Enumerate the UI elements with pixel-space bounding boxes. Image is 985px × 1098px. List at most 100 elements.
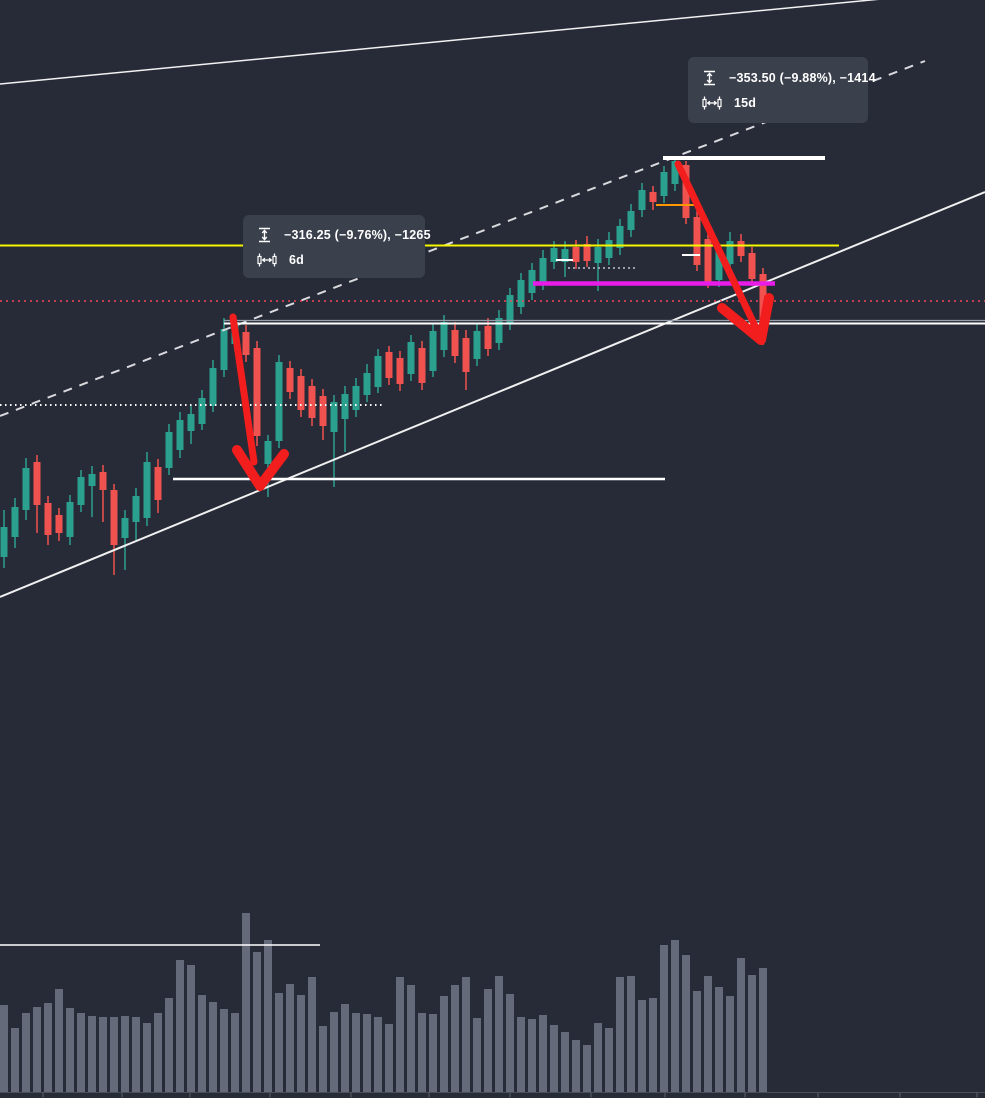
volume-bar [671,940,679,1092]
price-range-icon [702,70,717,86]
candle [253,348,261,436]
volume-bar [638,1000,646,1092]
candle [0,527,8,557]
volume-bar [110,1017,118,1092]
measure-price-change: −353.50 (−9.88%), −1414 [729,71,876,85]
candle [704,239,712,283]
candle [759,274,767,320]
volume-bar [121,1016,129,1092]
lower-channel-trendline[interactable] [0,191,985,598]
candle [77,477,85,505]
candle [726,241,734,264]
candle [11,507,19,537]
candle [528,270,536,293]
candle [319,396,327,426]
volume-bar [330,1012,338,1092]
volume-bar [363,1014,371,1092]
candle [561,249,569,262]
candle [363,373,371,395]
volume-bar [473,1018,481,1092]
candle [506,295,514,323]
volume-bar [275,993,283,1092]
candle [484,326,492,349]
sell-off-arrow-2-shaft[interactable] [674,160,760,332]
volume-bar [319,1026,327,1092]
volume-bar [176,960,184,1092]
volume-bar [616,977,624,1092]
volume-bar [165,998,173,1092]
sell-off-arrow-1-head[interactable] [232,445,289,491]
measure-tooltip-6d[interactable]: −316.25 (−9.76%), −1265 6d [243,215,431,278]
volume-bar [693,991,701,1092]
candle [198,398,206,424]
candle [385,352,393,378]
candle [748,253,756,279]
volume-bar [451,985,459,1092]
volume-bar [462,977,470,1092]
volume-bar [33,1007,41,1092]
volume-bar [748,975,756,1092]
volume-bar [484,989,492,1092]
candle [649,192,657,202]
volume-bar [583,1045,591,1092]
candle [583,244,591,261]
volume-bar [209,1002,217,1092]
volume-bar [99,1017,107,1092]
candle [539,258,547,283]
volume-bar [55,989,63,1092]
measure-price-row: −316.25 (−9.76%), −1265 [257,227,431,243]
upper-trendline[interactable] [0,0,985,85]
price-range-icon [257,227,272,243]
volume-bar [649,998,657,1092]
volume-bar [374,1017,382,1092]
volume-bar [704,976,712,1092]
candles-layer [0,157,767,575]
candle [627,211,635,230]
sell-off-arrow-1-shaft[interactable] [229,313,258,466]
candle [297,376,305,410]
sell-off-arrow-2-head[interactable] [717,293,774,345]
candle [55,515,63,533]
volume-bar [561,1032,569,1092]
measure-tooltip-15d[interactable]: −353.50 (−9.88%), −1414 15d [688,57,876,123]
volume-bar [495,976,503,1092]
candle [330,402,338,432]
volume-bar [594,1023,602,1092]
candle [715,250,723,280]
candle [66,502,74,537]
volume-bar [297,995,305,1092]
candle [737,241,745,256]
volume-bar [385,1024,393,1092]
volume-bar [429,1014,437,1092]
candle [440,322,448,350]
candle [616,226,624,248]
volume-bar [726,996,734,1092]
volume-bar [154,1013,162,1092]
candle [154,467,162,500]
volume-bar [539,1015,547,1092]
candle [220,329,228,370]
candle [473,331,481,359]
candle [418,348,426,383]
volume-bar [506,994,514,1092]
volume-bar [572,1040,580,1092]
volume-bar [77,1013,85,1092]
volume-bar [242,913,250,1092]
candle [451,330,459,356]
candle [99,472,107,490]
candle [660,172,668,196]
measure-duration-row: 15d [702,96,854,110]
volume-bar [440,996,448,1092]
measure-duration-row: 6d [257,253,411,267]
volume-bar [286,984,294,1092]
volume-bar [715,987,723,1092]
candle [22,468,30,510]
volume-bar [737,958,745,1092]
candle [88,474,96,486]
volume-bar [198,995,206,1092]
candle [462,338,470,372]
dashed-channel-trendline[interactable] [0,60,926,417]
candle [286,368,294,392]
